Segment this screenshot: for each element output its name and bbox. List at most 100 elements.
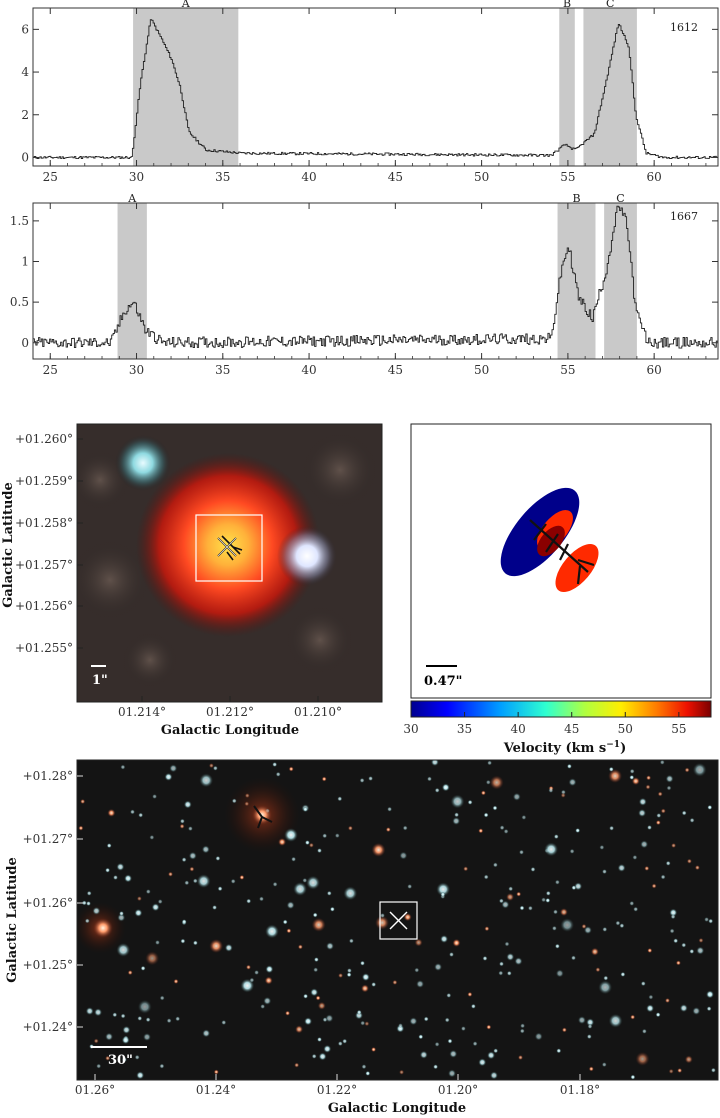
field-star	[312, 912, 318, 918]
closeup-scalebar-label: 1"	[92, 673, 108, 688]
field-star	[291, 856, 297, 862]
field-star	[460, 1026, 466, 1032]
field-star	[566, 763, 572, 769]
field-star	[260, 1004, 266, 1009]
field-star	[518, 1055, 523, 1060]
field-star	[686, 858, 692, 864]
field-star	[647, 948, 653, 953]
field-star	[311, 1053, 317, 1059]
field-star	[313, 957, 319, 963]
field-star	[490, 1071, 498, 1080]
field-star	[638, 809, 647, 817]
wide-field-marker-box	[389, 911, 408, 930]
wide-x-tick: 01.18°	[560, 1083, 600, 1097]
field-star	[164, 772, 173, 781]
region-label-c: C	[606, 0, 614, 10]
field-star	[483, 874, 489, 880]
field-star	[215, 855, 221, 861]
field-star	[188, 851, 197, 860]
field-star	[559, 908, 568, 917]
field-star	[96, 1063, 102, 1069]
field-star	[651, 883, 657, 889]
field-star	[644, 865, 650, 871]
field-star	[710, 1067, 716, 1073]
field-star	[708, 918, 714, 924]
field-star	[120, 764, 126, 770]
field-star	[202, 1029, 211, 1038]
field-star	[684, 767, 690, 773]
field-star	[360, 1020, 366, 1026]
maser-ellipse-darkred	[537, 525, 565, 557]
field-star	[293, 882, 308, 896]
field-star	[337, 1041, 343, 1047]
field-star	[675, 960, 681, 966]
field-star	[574, 882, 583, 891]
field-star	[454, 812, 460, 818]
field-star	[470, 1003, 476, 1009]
field-star	[361, 973, 370, 982]
field-star	[117, 913, 126, 922]
field-star	[173, 978, 179, 984]
field-star	[556, 1048, 562, 1054]
field-star	[590, 947, 599, 956]
field-star	[265, 965, 274, 974]
field-star	[137, 999, 152, 1014]
field-star	[493, 1048, 499, 1054]
field-star	[660, 874, 666, 880]
field-star	[409, 1017, 418, 1026]
field-star	[630, 1074, 636, 1080]
field-star	[467, 799, 473, 805]
field-star	[120, 1013, 126, 1019]
field-star	[629, 768, 635, 774]
field-star	[183, 800, 192, 809]
field-star	[423, 1016, 429, 1022]
field-star	[249, 977, 255, 983]
spectrum-line-1612	[33, 19, 719, 160]
field-star	[677, 1068, 683, 1073]
field-star	[85, 1007, 94, 1016]
field-star	[414, 967, 420, 973]
field-star	[679, 1004, 688, 1013]
field-star	[105, 1032, 114, 1041]
field-star	[192, 878, 198, 884]
field-star	[159, 995, 165, 1001]
x-tick-label: 55	[560, 363, 575, 377]
field-star	[617, 863, 626, 872]
y-tick-label: 2	[21, 108, 29, 122]
field-star	[545, 897, 551, 903]
field-star	[359, 777, 365, 783]
field-star	[145, 889, 151, 895]
field-star	[648, 994, 654, 1000]
field-star	[414, 938, 423, 947]
field-star	[418, 1034, 424, 1040]
field-star	[184, 880, 190, 886]
field-star	[187, 826, 193, 832]
field-star	[275, 771, 281, 777]
field-star	[201, 845, 210, 854]
field-star	[134, 1054, 140, 1060]
field-star	[619, 923, 625, 929]
field-star	[630, 1014, 636, 1020]
field-star	[179, 823, 185, 829]
field-star	[399, 851, 408, 860]
x-tick-label: 30	[129, 170, 144, 184]
field-star	[483, 812, 489, 818]
field-star	[669, 908, 678, 917]
field-star	[402, 825, 408, 831]
wide-y-tick: +01.24°	[23, 1020, 73, 1034]
closeup-y-tick: +01.259°	[15, 474, 73, 488]
field-star	[434, 1041, 440, 1047]
field-star	[706, 990, 714, 999]
field-star	[519, 1028, 525, 1034]
field-star	[278, 838, 287, 846]
field-star	[317, 1001, 326, 1010]
y-tick-label: 1	[21, 255, 29, 269]
field-star	[306, 875, 321, 890]
field-star	[706, 1006, 712, 1012]
field-star	[571, 955, 576, 961]
field-star	[246, 898, 252, 904]
colorbar-tick: 30	[403, 722, 418, 736]
x-tick-label: 45	[388, 363, 403, 377]
wide-x-tick: 01.22°	[317, 1083, 357, 1097]
field-star	[545, 890, 551, 896]
